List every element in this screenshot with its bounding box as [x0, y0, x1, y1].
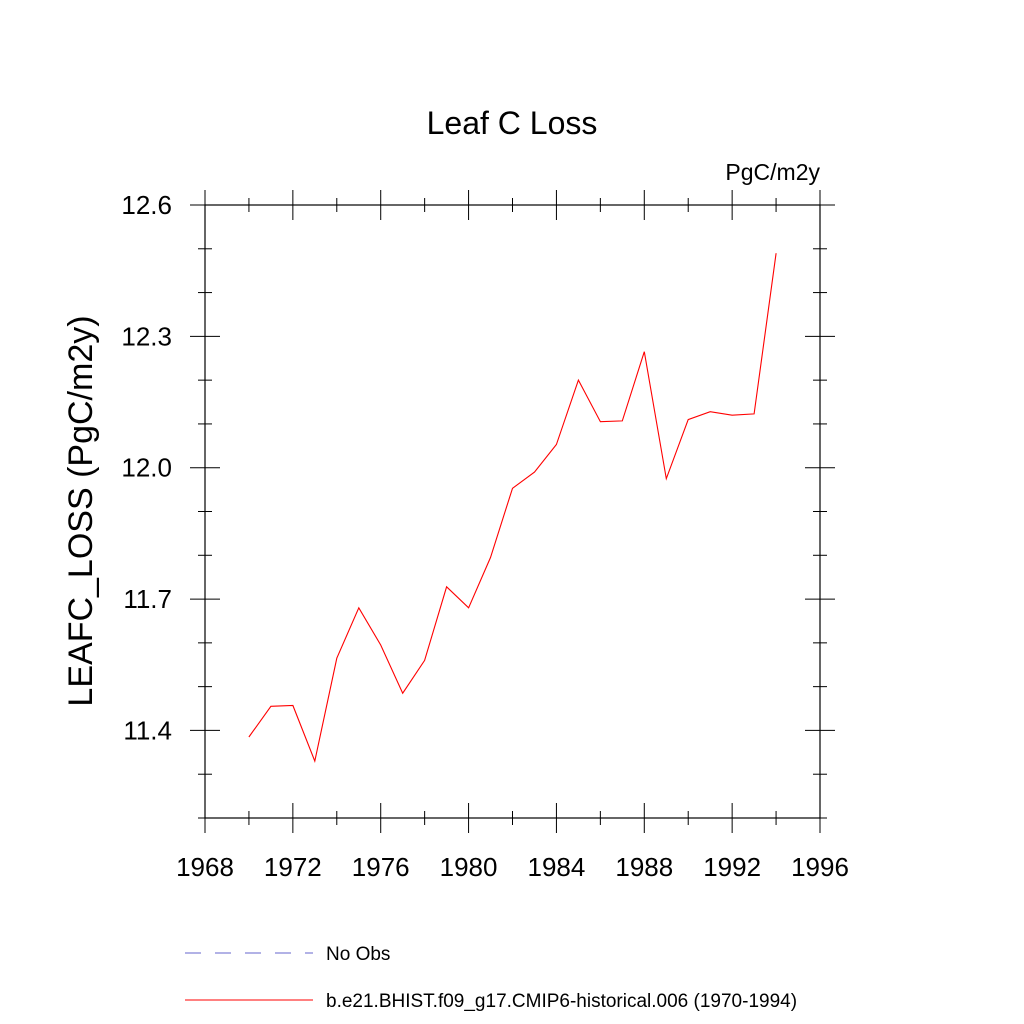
y-axis-label: LEAFC_LOSS (PgC/m2y): [62, 315, 100, 706]
plot-frame: [204, 204, 821, 819]
data-series: [248, 253, 777, 763]
x-tick-label: 1996: [791, 852, 849, 882]
x-tick-label: 1988: [615, 852, 673, 882]
chart-title: Leaf C Loss: [427, 105, 598, 141]
legend-label: No Obs: [326, 944, 390, 965]
x-tick-label: 1976: [352, 852, 410, 882]
units-label: PgC/m2y: [725, 159, 820, 185]
y-tick-label: 12.0: [121, 453, 172, 483]
x-tick-label: 1972: [264, 852, 322, 882]
legend-label: b.e21.BHIST.f09_g17.CMIP6-historical.006…: [326, 991, 797, 1012]
axis-ticks: [190, 190, 835, 833]
y-tick-label: 12.3: [121, 321, 172, 351]
x-tick-label: 1980: [440, 852, 498, 882]
series-line: [248, 253, 777, 763]
y-tick-label: 12.6: [121, 190, 172, 220]
y-tick-label: 11.7: [123, 584, 172, 614]
x-tick-label: 1992: [703, 852, 761, 882]
legend: No Obs b.e21.BHIST.f09_g17.CMIP6-historic…: [185, 944, 797, 1012]
x-tick-label: 1968: [176, 852, 234, 882]
tick-labels: 1968 1972 1976 1980 1984 1988 1992 1996 11.4 11.7…: [121, 190, 849, 882]
x-tick-label: 1984: [528, 852, 586, 882]
y-tick-label: 11.4: [123, 715, 172, 745]
